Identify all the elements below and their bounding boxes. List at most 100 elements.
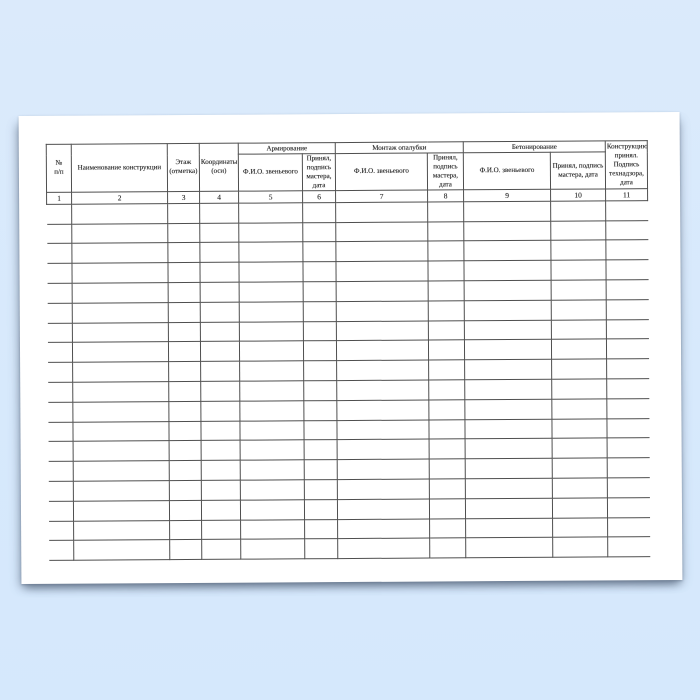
empty-cell — [168, 322, 201, 343]
empty-cell — [47, 421, 74, 442]
empty-cell — [427, 201, 464, 222]
empty-cell — [335, 221, 428, 242]
empty-cell — [304, 499, 338, 520]
empty-cell — [199, 202, 239, 224]
empty-cell — [73, 500, 170, 521]
empty-cell — [337, 498, 430, 520]
empty-cell — [72, 401, 169, 422]
empty-cell — [48, 441, 74, 462]
col-header-coordinates: Координаты (оси) — [199, 143, 239, 192]
empty-cell — [551, 418, 608, 439]
empty-cell — [47, 362, 73, 383]
empty-cell — [47, 322, 73, 343]
group-header-concreting: Бетонирование — [463, 140, 606, 153]
empty-cell — [464, 399, 552, 420]
empty-cell — [463, 220, 551, 242]
col-header-concreting-accepted: Принял, подпись мастера, дата — [550, 151, 606, 190]
empty-cell — [47, 342, 73, 363]
empty-cell — [465, 478, 553, 499]
empty-cell — [168, 361, 201, 382]
empty-cell — [336, 360, 429, 381]
empty-cell — [551, 359, 607, 380]
empty-cell — [48, 540, 74, 561]
empty-cell — [239, 360, 304, 382]
empty-cell — [168, 401, 201, 422]
empty-cell — [167, 262, 201, 283]
empty-cell — [465, 537, 553, 558]
empty-cell — [240, 499, 305, 520]
empty-cell — [607, 457, 650, 478]
column-number: 5 — [238, 190, 303, 203]
column-number: 3 — [167, 191, 200, 204]
column-number: 1 — [46, 192, 72, 205]
empty-cell — [429, 538, 466, 559]
empty-cell — [200, 341, 240, 362]
empty-cell — [428, 340, 465, 361]
empty-cell — [429, 498, 466, 519]
empty-cell — [200, 282, 240, 303]
empty-cell — [46, 243, 72, 264]
empty-cell — [47, 401, 73, 422]
empty-cell — [71, 203, 168, 224]
empty-cell — [337, 439, 430, 460]
journal-page: № п/п Наименование конструкции Этаж (отм… — [18, 111, 683, 585]
empty-cell — [427, 261, 465, 282]
col-header-reinforcement-accepted: Принял, подпись мастера, дата — [302, 153, 336, 191]
col-header-accepted-by-supervision: Конструкцию принял. Подпись технадзора, … — [605, 140, 648, 189]
empty-cell — [335, 201, 428, 223]
empty-cell — [428, 359, 465, 381]
group-header-formwork: Монтаж опалубки — [335, 141, 464, 154]
empty-cell — [429, 518, 466, 539]
empty-cell — [201, 539, 241, 560]
empty-cell — [167, 203, 200, 224]
empty-cell — [73, 480, 170, 501]
empty-cell — [303, 340, 337, 361]
empty-cell — [606, 279, 649, 300]
empty-cell — [550, 220, 606, 241]
empty-cell — [71, 223, 168, 244]
empty-cell — [167, 223, 200, 244]
empty-cell — [48, 481, 74, 502]
empty-cell — [427, 221, 464, 242]
empty-cell — [48, 500, 74, 521]
empty-cell — [200, 400, 240, 421]
empty-cell — [464, 379, 552, 400]
col-header-formwork-accepted: Принял, подпись мастера, дата — [427, 152, 464, 190]
empty-cell — [336, 300, 429, 322]
empty-cell — [552, 537, 608, 558]
empty-cell — [168, 420, 202, 441]
column-number: 9 — [463, 189, 551, 202]
empty-cell — [429, 439, 466, 460]
empty-cell — [605, 240, 649, 261]
empty-cell — [239, 281, 304, 302]
column-number: 10 — [550, 188, 606, 202]
empty-cell — [336, 399, 429, 421]
empty-cell — [199, 242, 239, 263]
empty-cell — [302, 261, 337, 282]
empty-cell — [168, 381, 201, 402]
empty-cell — [465, 438, 553, 459]
empty-cell — [606, 299, 649, 320]
empty-cell — [303, 420, 338, 441]
empty-cell — [73, 520, 170, 541]
empty-cell — [551, 398, 607, 419]
empty-cell — [605, 220, 648, 241]
empty-cell — [240, 479, 305, 500]
empty-cell — [304, 519, 338, 540]
empty-cell — [73, 460, 170, 482]
empty-cell — [303, 301, 337, 322]
empty-cell — [464, 359, 552, 380]
empty-cell — [47, 382, 73, 403]
empty-cell — [238, 222, 303, 243]
empty-cell — [606, 398, 649, 419]
empty-cell — [464, 339, 552, 360]
empty-cell — [47, 302, 73, 323]
empty-cell — [199, 222, 239, 243]
journal-table: № п/п Наименование конструкции Этаж (отм… — [46, 140, 651, 561]
empty-cell — [238, 261, 304, 283]
empty-cell — [239, 380, 304, 401]
empty-cell — [72, 342, 169, 363]
empty-cell — [72, 381, 169, 402]
empty-cell — [73, 440, 170, 462]
empty-cell — [72, 282, 169, 303]
